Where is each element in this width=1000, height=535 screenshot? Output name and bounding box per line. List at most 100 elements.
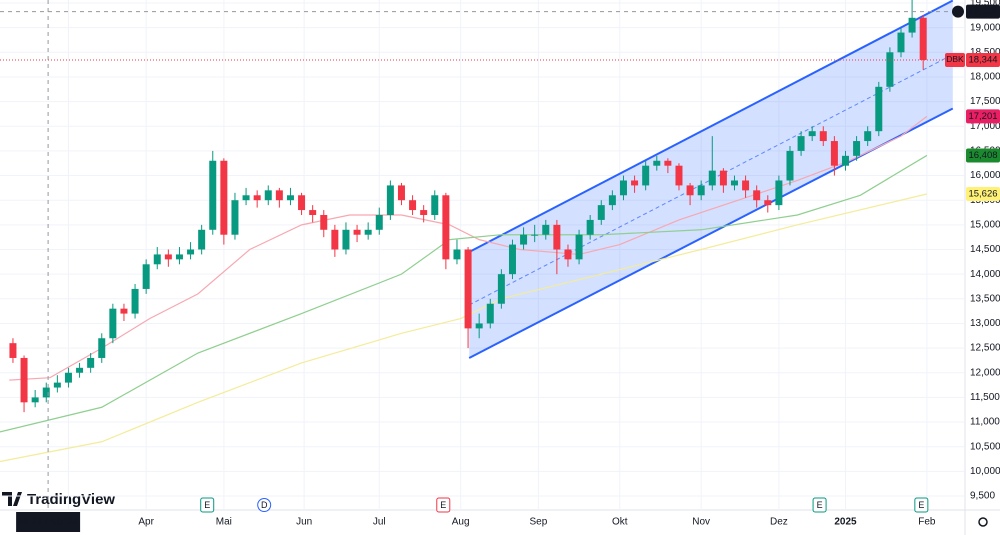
x-tick-label: Okt <box>612 517 628 528</box>
candle-body <box>109 308 117 339</box>
channel-line <box>468 0 954 253</box>
y-tick-label: 16,000 <box>970 170 1000 181</box>
event-label: E <box>918 500 924 510</box>
candle-body <box>131 288 139 314</box>
candle-body <box>87 357 95 368</box>
moving-average <box>0 193 928 463</box>
candle-body <box>897 32 905 53</box>
candle-body <box>819 131 827 142</box>
logo-text: TradingView <box>27 491 115 508</box>
candle-body <box>120 308 128 314</box>
y-tick-label: 9,500 <box>970 491 995 502</box>
candle-body <box>864 131 872 142</box>
candle-body <box>919 17 927 60</box>
candle-body <box>908 17 916 33</box>
candle-body <box>242 195 250 201</box>
candle-body <box>64 372 72 383</box>
x-tick-label: Mai <box>216 517 232 528</box>
candle-body <box>76 367 84 373</box>
x-tick-label: Aug <box>452 517 470 528</box>
crosshair-add[interactable] <box>952 5 964 18</box>
y-tick-label: 17,000 <box>970 121 1000 132</box>
symbol-tag-label: DBK <box>946 54 964 64</box>
event-label: E <box>817 500 823 510</box>
plot <box>0 0 965 510</box>
candle-body <box>475 323 483 329</box>
candle-body <box>808 131 816 137</box>
event-marker <box>914 497 929 513</box>
crosshair-date-box <box>16 512 81 532</box>
candle-body <box>542 224 550 235</box>
candle-body <box>686 185 694 196</box>
candle-body <box>53 382 61 388</box>
candle-body <box>253 195 261 201</box>
event-marker <box>200 497 215 513</box>
event-label: D <box>261 500 268 510</box>
candle-body <box>409 200 417 211</box>
candle-body <box>386 185 394 215</box>
candle-body <box>198 229 206 250</box>
price-tag <box>966 148 1000 163</box>
candle-body <box>719 170 727 186</box>
x-tick-label: Jul <box>373 517 386 528</box>
candle-body <box>597 205 605 220</box>
candle-body <box>730 180 738 186</box>
candle-body <box>708 170 716 186</box>
candle-body <box>675 165 683 186</box>
event-label: E <box>204 500 210 510</box>
candle-body <box>153 254 161 265</box>
y-tick-label: 19,500 <box>970 0 1000 9</box>
y-tick-label: 14,000 <box>970 269 1000 280</box>
x-tick-label: Apr <box>138 517 154 528</box>
event-label: E <box>440 500 446 510</box>
candle-body <box>364 229 372 235</box>
candle-body <box>631 180 639 186</box>
x-tick-label: Feb <box>918 517 936 528</box>
candle-body <box>608 195 616 206</box>
y-tick-label: 13,500 <box>970 293 1000 304</box>
price-tag <box>966 186 1000 201</box>
candle-body <box>298 195 306 211</box>
y-tick-label: 18,500 <box>970 47 1000 58</box>
candle-body <box>797 136 805 151</box>
candle-body <box>830 141 838 166</box>
x-tick-label: Nov <box>692 517 710 528</box>
candle-body <box>286 195 294 201</box>
moving-average <box>0 154 928 433</box>
candle-body <box>553 224 561 250</box>
candle-body <box>431 195 439 215</box>
candle-body <box>375 214 383 230</box>
candle-body <box>464 249 472 329</box>
candle-body <box>697 185 705 196</box>
candle-body <box>664 160 672 166</box>
candle-body <box>264 190 272 201</box>
candle-body <box>309 210 317 215</box>
x-tick-label: Dez <box>770 517 788 528</box>
settings[interactable] <box>978 517 988 527</box>
candle-body <box>886 52 894 87</box>
candle-body <box>442 195 450 260</box>
candle-body <box>353 229 361 235</box>
event-marker <box>257 498 272 512</box>
candle-body <box>320 214 328 230</box>
candle-body <box>9 343 17 358</box>
candle-body <box>853 141 861 156</box>
candle-body <box>42 387 50 398</box>
y-tick-label: 11,500 <box>970 392 1000 403</box>
price-tag-label: 16,408 <box>968 150 997 161</box>
price-tag <box>966 4 1000 19</box>
x-tick-label: Sep <box>529 517 547 528</box>
y-tick-label: 12,000 <box>970 367 1000 378</box>
candle-body <box>653 160 661 166</box>
candle-body <box>420 210 428 215</box>
candle-body <box>209 160 217 230</box>
candle-body <box>231 200 239 235</box>
candle-body <box>841 155 849 166</box>
crosshair-date: Mi 21 Feb '24 <box>18 517 79 528</box>
candle-body <box>31 397 39 403</box>
candle-body <box>642 165 650 186</box>
y-tick-label: 15,000 <box>970 219 1000 230</box>
candle-body <box>764 200 772 206</box>
candle-body <box>187 249 195 255</box>
y-tick-label: 10,000 <box>970 466 1000 477</box>
